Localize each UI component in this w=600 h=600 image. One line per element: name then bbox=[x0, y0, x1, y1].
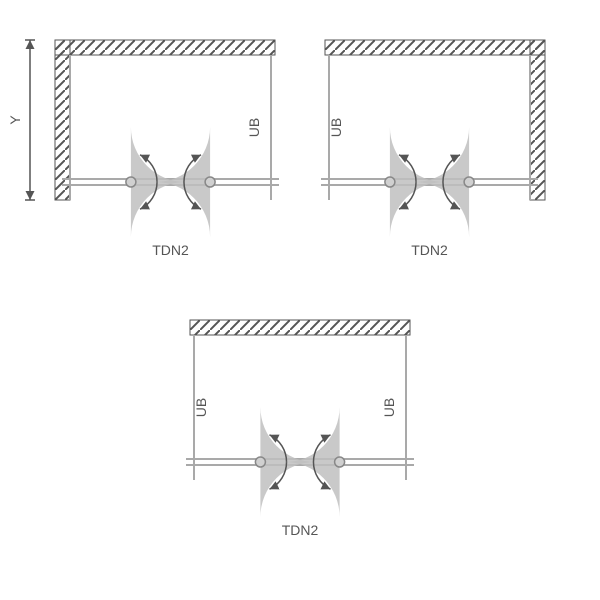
door-swing bbox=[260, 407, 315, 462]
door-swing bbox=[131, 127, 186, 182]
enclosure-module: UB TDN2 bbox=[321, 40, 545, 258]
hinge bbox=[335, 457, 345, 467]
label-ub: UB bbox=[193, 398, 209, 417]
wall-right bbox=[530, 40, 545, 200]
wall-top bbox=[55, 40, 275, 55]
door-swing bbox=[155, 182, 210, 237]
door-swing bbox=[260, 462, 315, 517]
door-swing bbox=[131, 182, 186, 237]
door-swing bbox=[390, 182, 445, 237]
enclosure-module: UB TDN2 bbox=[55, 40, 279, 258]
label-ub: UB bbox=[246, 118, 262, 137]
label-tdn2: TDN2 bbox=[282, 522, 319, 538]
label-tdn2: TDN2 bbox=[152, 242, 189, 258]
diagram-canvas: UB TDN2 UB TDN2 UB UB TDN2 Y bbox=[0, 0, 600, 600]
wall-left bbox=[55, 40, 70, 200]
hinge bbox=[205, 177, 215, 187]
door-swing bbox=[155, 127, 210, 182]
hinge bbox=[126, 177, 136, 187]
door-swing bbox=[414, 127, 469, 182]
hinge bbox=[464, 177, 474, 187]
door-swing bbox=[285, 462, 340, 517]
door-swing bbox=[390, 127, 445, 182]
wall-top bbox=[325, 40, 545, 55]
wall-top bbox=[190, 320, 410, 335]
label-tdn2: TDN2 bbox=[411, 242, 448, 258]
door-swing bbox=[414, 182, 469, 237]
enclosure-module: UB UB TDN2 bbox=[186, 320, 414, 538]
label-ub: UB bbox=[381, 398, 397, 417]
label-dim-y: Y bbox=[7, 115, 23, 125]
label-ub: UB bbox=[328, 118, 344, 137]
door-swing bbox=[285, 407, 340, 462]
hinge bbox=[385, 177, 395, 187]
hinge bbox=[255, 457, 265, 467]
